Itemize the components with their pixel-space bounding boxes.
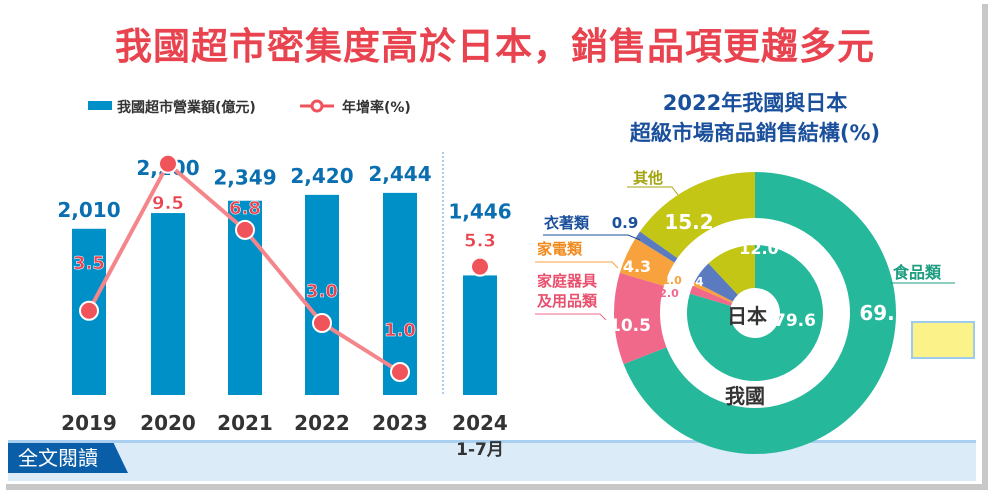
x-tick-label: 2021 [217, 411, 273, 435]
inner-slice-0 [686, 245, 823, 382]
inner-slice-3 [694, 263, 738, 302]
category-label-household-2: 及用品類 [537, 292, 598, 310]
legend-line-label: 年增率(%) [342, 99, 411, 116]
growth-point [235, 219, 255, 240]
growth-label: 3.5 [73, 253, 105, 274]
growth-point [470, 256, 490, 277]
pie-title-line2: 超級市場商品銷售結構(%) [630, 121, 880, 145]
bar-2024 [463, 275, 497, 395]
bar-2022 [305, 194, 339, 395]
bar-value-label: 2,010 [57, 198, 120, 222]
bar-value-label: 2,420 [290, 164, 353, 188]
inner-label: 1.0 [662, 274, 682, 287]
page-title: 我國超市密集度高於日本，銷售品項更趨多元 [115, 25, 875, 68]
x-tick-label: 2024 [452, 411, 508, 435]
outer-label: 4.3 [623, 257, 651, 276]
growth-label: 6.8 [229, 198, 261, 219]
growth-label: 3.0 [306, 281, 338, 302]
growth-label: 9.5 [152, 193, 184, 214]
inner-slice-1 [689, 285, 733, 306]
leader-other [627, 186, 679, 196]
category-label-clothing: 衣著類 [544, 214, 590, 232]
legend-line-marker [310, 99, 324, 113]
x-tick-label: 2020 [140, 411, 196, 435]
outer-label: 15.2 [664, 210, 713, 234]
outer-label: 10.5 [609, 316, 651, 336]
growth-point [79, 300, 99, 321]
store-sign [911, 321, 975, 359]
leader-clothing [543, 234, 641, 241]
x-tick-label: 2019 [61, 411, 117, 435]
inner-slice-4 [708, 245, 755, 295]
legend-bar-swatch [88, 101, 112, 110]
legend-bar-label: 我國超市營業額(億元) [117, 99, 256, 116]
pie-title-line1: 2022年我國與日本 [663, 91, 847, 115]
x-tick-label: 2023 [372, 411, 428, 435]
inner-label: 12.0 [739, 239, 778, 258]
category-label-household-1: 家庭器具 [537, 272, 597, 290]
inner-label: 2.0 [659, 287, 679, 300]
inner-label: 5.4 [682, 275, 703, 289]
bar-2023 [383, 192, 417, 395]
outer-slice-3 [635, 231, 678, 263]
growth-point [158, 153, 178, 174]
category-label-other: 其他 [633, 169, 663, 187]
growth-point [312, 313, 332, 333]
growth-label: 1.0 [384, 320, 416, 341]
read-more-button[interactable]: 全文閱讀 [8, 443, 128, 473]
outer-ring-name: 我國 [725, 384, 765, 408]
bar-value-label: 2,349 [213, 166, 276, 190]
outer-slice-2 [619, 238, 675, 286]
inner-label: 79.6 [774, 311, 816, 331]
ground-strip [8, 440, 976, 481]
outer-slice-0 [623, 172, 896, 455]
bar-value-label: 2,444 [368, 162, 431, 186]
category-label-food: 食品類 [892, 263, 942, 282]
inner-slice-2 [692, 281, 733, 303]
inner-ring-name: 日本 [727, 304, 767, 328]
outer-label: 69.1 [859, 301, 908, 325]
outer-label-small: 0.9 [612, 214, 639, 232]
outer-slice-4 [639, 172, 755, 259]
category-label-appliance: 家電類 [537, 240, 583, 258]
x-tick-label: 2022 [294, 411, 350, 435]
bar-value-label: 1,446 [448, 199, 511, 223]
x-tick-sublabel: 1-7月 [456, 440, 504, 460]
leader-appliance [535, 261, 619, 269]
growth-point [390, 362, 410, 382]
bar-2020 [151, 213, 185, 395]
growth-label: 5.3 [464, 231, 496, 252]
leader-household [535, 313, 607, 321]
outer-slice-1 [614, 272, 667, 365]
